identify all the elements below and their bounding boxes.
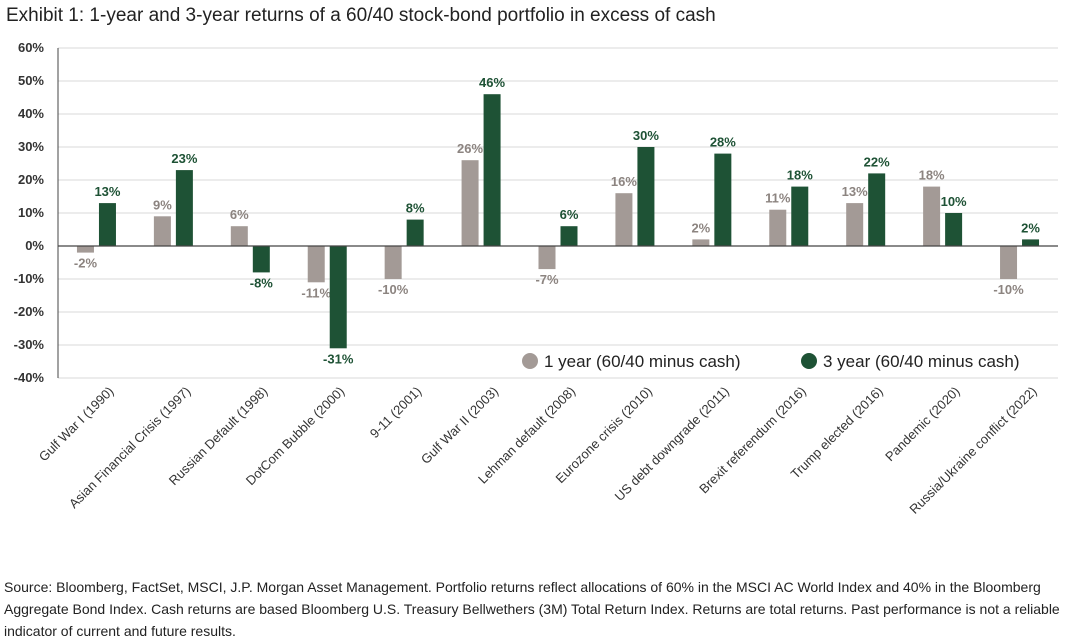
data-label-3-year: 10% [941, 194, 967, 209]
y-tick-label: 20% [18, 172, 44, 187]
data-label-1-year: 26% [457, 141, 483, 156]
data-label-1-year: 16% [611, 174, 637, 189]
y-tick-label: -30% [14, 337, 45, 352]
data-label-1-year: -7% [535, 272, 559, 287]
data-label-3-year: -8% [250, 275, 274, 290]
bar-3-year [714, 153, 732, 246]
legend-marker-1-year [522, 353, 538, 369]
data-label-3-year: 8% [406, 201, 425, 216]
data-label-1-year: -11% [301, 285, 331, 300]
x-tick-label: Pandemic (2020) [882, 384, 963, 465]
data-label-1-year: 2% [691, 220, 710, 235]
data-label-1-year: 6% [230, 207, 249, 222]
bar-1-year [384, 246, 402, 279]
data-label-1-year: 9% [153, 197, 172, 212]
data-label-3-year: 46% [479, 75, 505, 90]
bar-1-year [923, 186, 941, 246]
x-tick-label: Gulf War I (1990) [36, 384, 117, 465]
data-label-3-year: 2% [1021, 220, 1040, 235]
data-label-1-year: -10% [993, 282, 1024, 297]
bar-1-year [692, 239, 710, 246]
bar-1-year [307, 246, 325, 283]
bar-1-year [230, 226, 248, 246]
bar-1-year [846, 203, 864, 246]
bar-3-year [483, 94, 501, 246]
x-tick-label: Russia/Ukraine conflict (2022) [906, 384, 1039, 517]
x-tick-label: 9-11 (2001) [367, 384, 424, 441]
data-label-3-year: 6% [560, 207, 579, 222]
y-tick-label: -20% [14, 304, 45, 319]
bar-3-year [945, 213, 963, 246]
y-tick-label: 10% [18, 205, 44, 220]
y-tick-label: 60% [18, 40, 44, 55]
data-label-1-year: -2% [74, 256, 98, 271]
bar-3-year [560, 226, 578, 246]
bar-chart: 60% 50% 40% 30% 20% 10% 0% -10% -20% -30% -40% -2% 1… [14, 40, 1058, 517]
bar-1-year [461, 160, 479, 246]
chart-title: Exhibit 1: 1-year and 3-year returns of … [6, 5, 716, 26]
data-label-1-year: 13% [842, 184, 868, 199]
x-tick-label: Gulf War II (2003) [418, 384, 501, 467]
data-label-3-year: 22% [864, 154, 890, 169]
bar-3-year [329, 246, 347, 349]
bar-1-year [615, 193, 633, 246]
x-tick-label: Asian Financial Crisis (1997) [66, 384, 194, 512]
y-tick-label: 30% [18, 139, 44, 154]
y-tick-label: 50% [18, 73, 44, 88]
bar-3-year [637, 147, 655, 246]
data-label-3-year: 13% [94, 184, 120, 199]
bar-1-year [76, 246, 94, 253]
bar-3-year [406, 219, 424, 246]
data-label-1-year: -10% [378, 282, 409, 297]
legend-label-1-year: 1 year (60/40 minus cash) [544, 352, 741, 371]
legend-marker-3-year [801, 353, 817, 369]
bar-3-year [1022, 239, 1040, 246]
data-label-3-year: 18% [787, 168, 813, 183]
data-label-1-year: 18% [919, 168, 945, 183]
bar-1-year [538, 246, 556, 270]
data-label-3-year: 23% [171, 151, 197, 166]
source-note: Source: Bloomberg, FactSet, MSCI, J.P. M… [4, 579, 1060, 639]
bar-3-year [252, 246, 270, 273]
bar-1-year [1000, 246, 1018, 279]
data-label-3-year: -31% [323, 351, 354, 366]
bar-3-year [791, 186, 809, 246]
data-label-3-year: 28% [710, 135, 736, 150]
y-tick-label: -10% [14, 271, 45, 286]
bar-3-year [868, 173, 886, 246]
y-tick-label: 40% [18, 106, 44, 121]
bar-3-year [98, 203, 116, 246]
bar-1-year [769, 209, 787, 246]
bar-1-year [153, 216, 171, 246]
data-label-3-year: 30% [633, 128, 659, 143]
bar-3-year [175, 170, 193, 246]
legend-label-3-year: 3 year (60/40 minus cash) [823, 352, 1020, 371]
y-tick-label: -40% [14, 370, 45, 385]
y-tick-label: 0% [25, 238, 44, 253]
data-label-1-year: 11% [765, 191, 791, 206]
